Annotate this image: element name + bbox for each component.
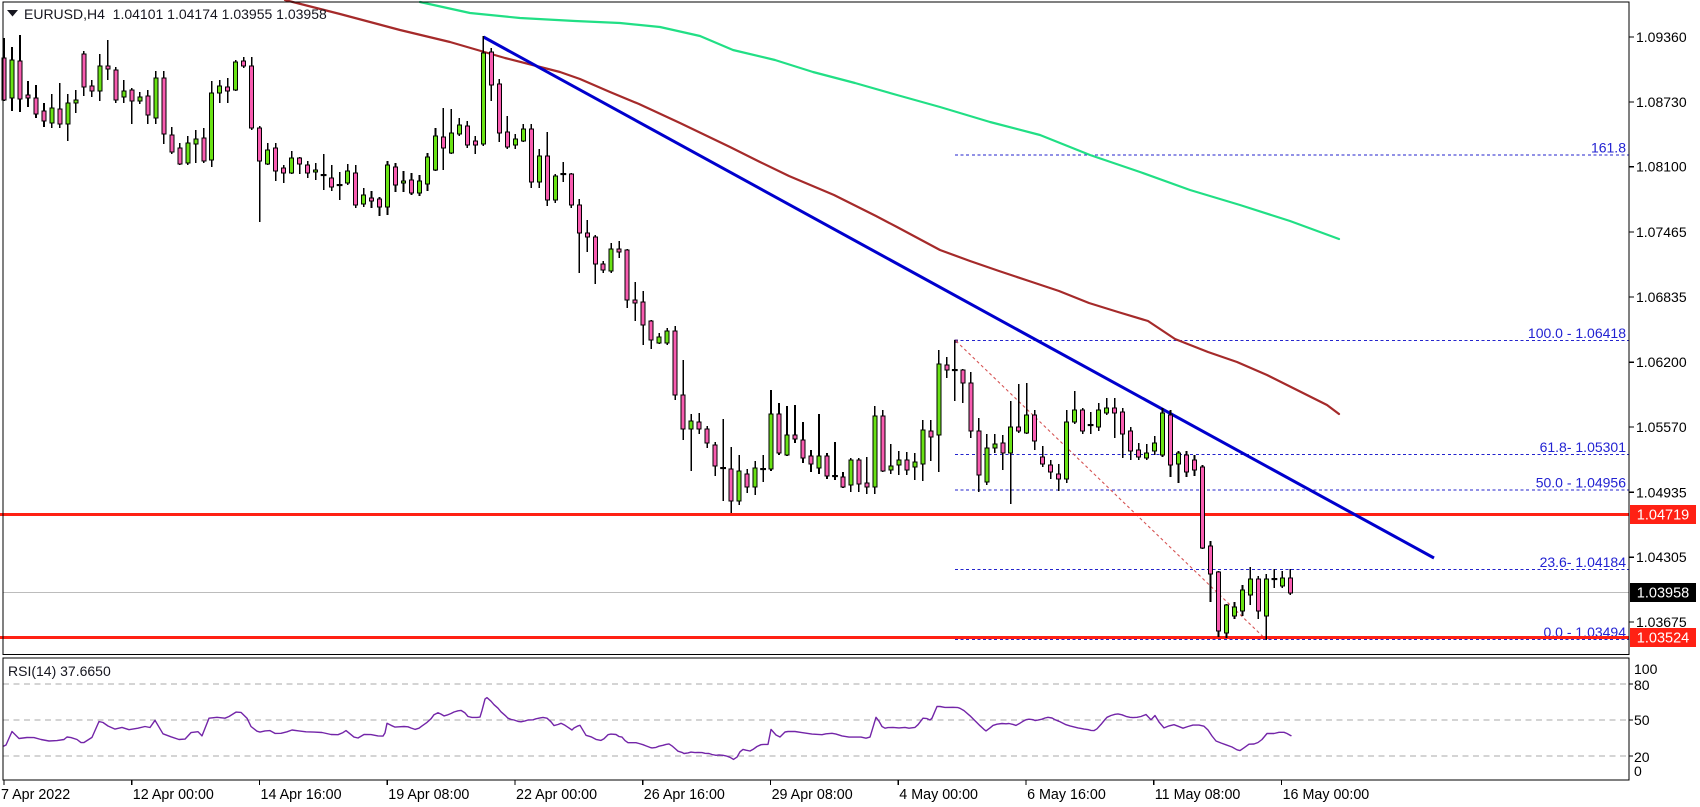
svg-text:1.08730: 1.08730: [1636, 94, 1687, 110]
svg-text:1.04935: 1.04935: [1636, 484, 1687, 500]
svg-text:100.0 - 1.06418: 100.0 - 1.06418: [1528, 325, 1626, 341]
svg-text:1.04719: 1.04719: [1637, 508, 1689, 524]
svg-text:4 May 00:00: 4 May 00:00: [899, 787, 978, 803]
svg-text:50.0 - 1.04956: 50.0 - 1.04956: [1536, 475, 1627, 491]
svg-text:1.06835: 1.06835: [1636, 289, 1687, 305]
svg-text:0.0 - 1.03494: 0.0 - 1.03494: [1543, 624, 1626, 640]
svg-text:7 Apr 2022: 7 Apr 2022: [1, 787, 70, 803]
svg-text:61.8- 1.05301: 61.8- 1.05301: [1540, 439, 1627, 455]
svg-text:23.6- 1.04184: 23.6- 1.04184: [1540, 554, 1627, 570]
svg-text:EURUSD,H4 1.04101 1.04174 1.0: EURUSD,H4 1.04101 1.04174 1.03955 1.0395…: [24, 6, 327, 22]
svg-text:1.09360: 1.09360: [1636, 29, 1687, 45]
svg-text:20: 20: [1634, 749, 1650, 765]
svg-text:14 Apr 16:00: 14 Apr 16:00: [261, 787, 342, 803]
svg-text:19 Apr 08:00: 19 Apr 08:00: [388, 787, 469, 803]
svg-text:50: 50: [1634, 712, 1650, 728]
svg-text:1.06200: 1.06200: [1636, 354, 1687, 370]
svg-text:26 Apr 16:00: 26 Apr 16:00: [644, 787, 725, 803]
svg-text:12 Apr 00:00: 12 Apr 00:00: [133, 787, 214, 803]
svg-text:1.04305: 1.04305: [1636, 549, 1687, 565]
svg-text:1.05570: 1.05570: [1636, 419, 1687, 435]
svg-text:161.8: 161.8: [1591, 140, 1626, 156]
svg-text:1.08100: 1.08100: [1636, 159, 1687, 175]
svg-text:100: 100: [1634, 661, 1658, 677]
svg-text:6 May 16:00: 6 May 16:00: [1027, 787, 1106, 803]
svg-text:80: 80: [1634, 677, 1650, 693]
svg-text:1.03958: 1.03958: [1637, 586, 1689, 602]
svg-text:29 Apr 08:00: 29 Apr 08:00: [772, 787, 853, 803]
svg-text:1.07465: 1.07465: [1636, 224, 1687, 240]
svg-text:1.03675: 1.03675: [1636, 614, 1687, 630]
svg-text:22 Apr 00:00: 22 Apr 00:00: [516, 787, 597, 803]
svg-text:16 May 00:00: 16 May 00:00: [1283, 787, 1370, 803]
svg-text:1.03524: 1.03524: [1637, 631, 1689, 647]
svg-text:11 May 08:00: 11 May 08:00: [1155, 787, 1241, 803]
svg-text:0: 0: [1634, 763, 1642, 779]
svg-text:RSI(14) 37.6650: RSI(14) 37.6650: [8, 663, 111, 679]
